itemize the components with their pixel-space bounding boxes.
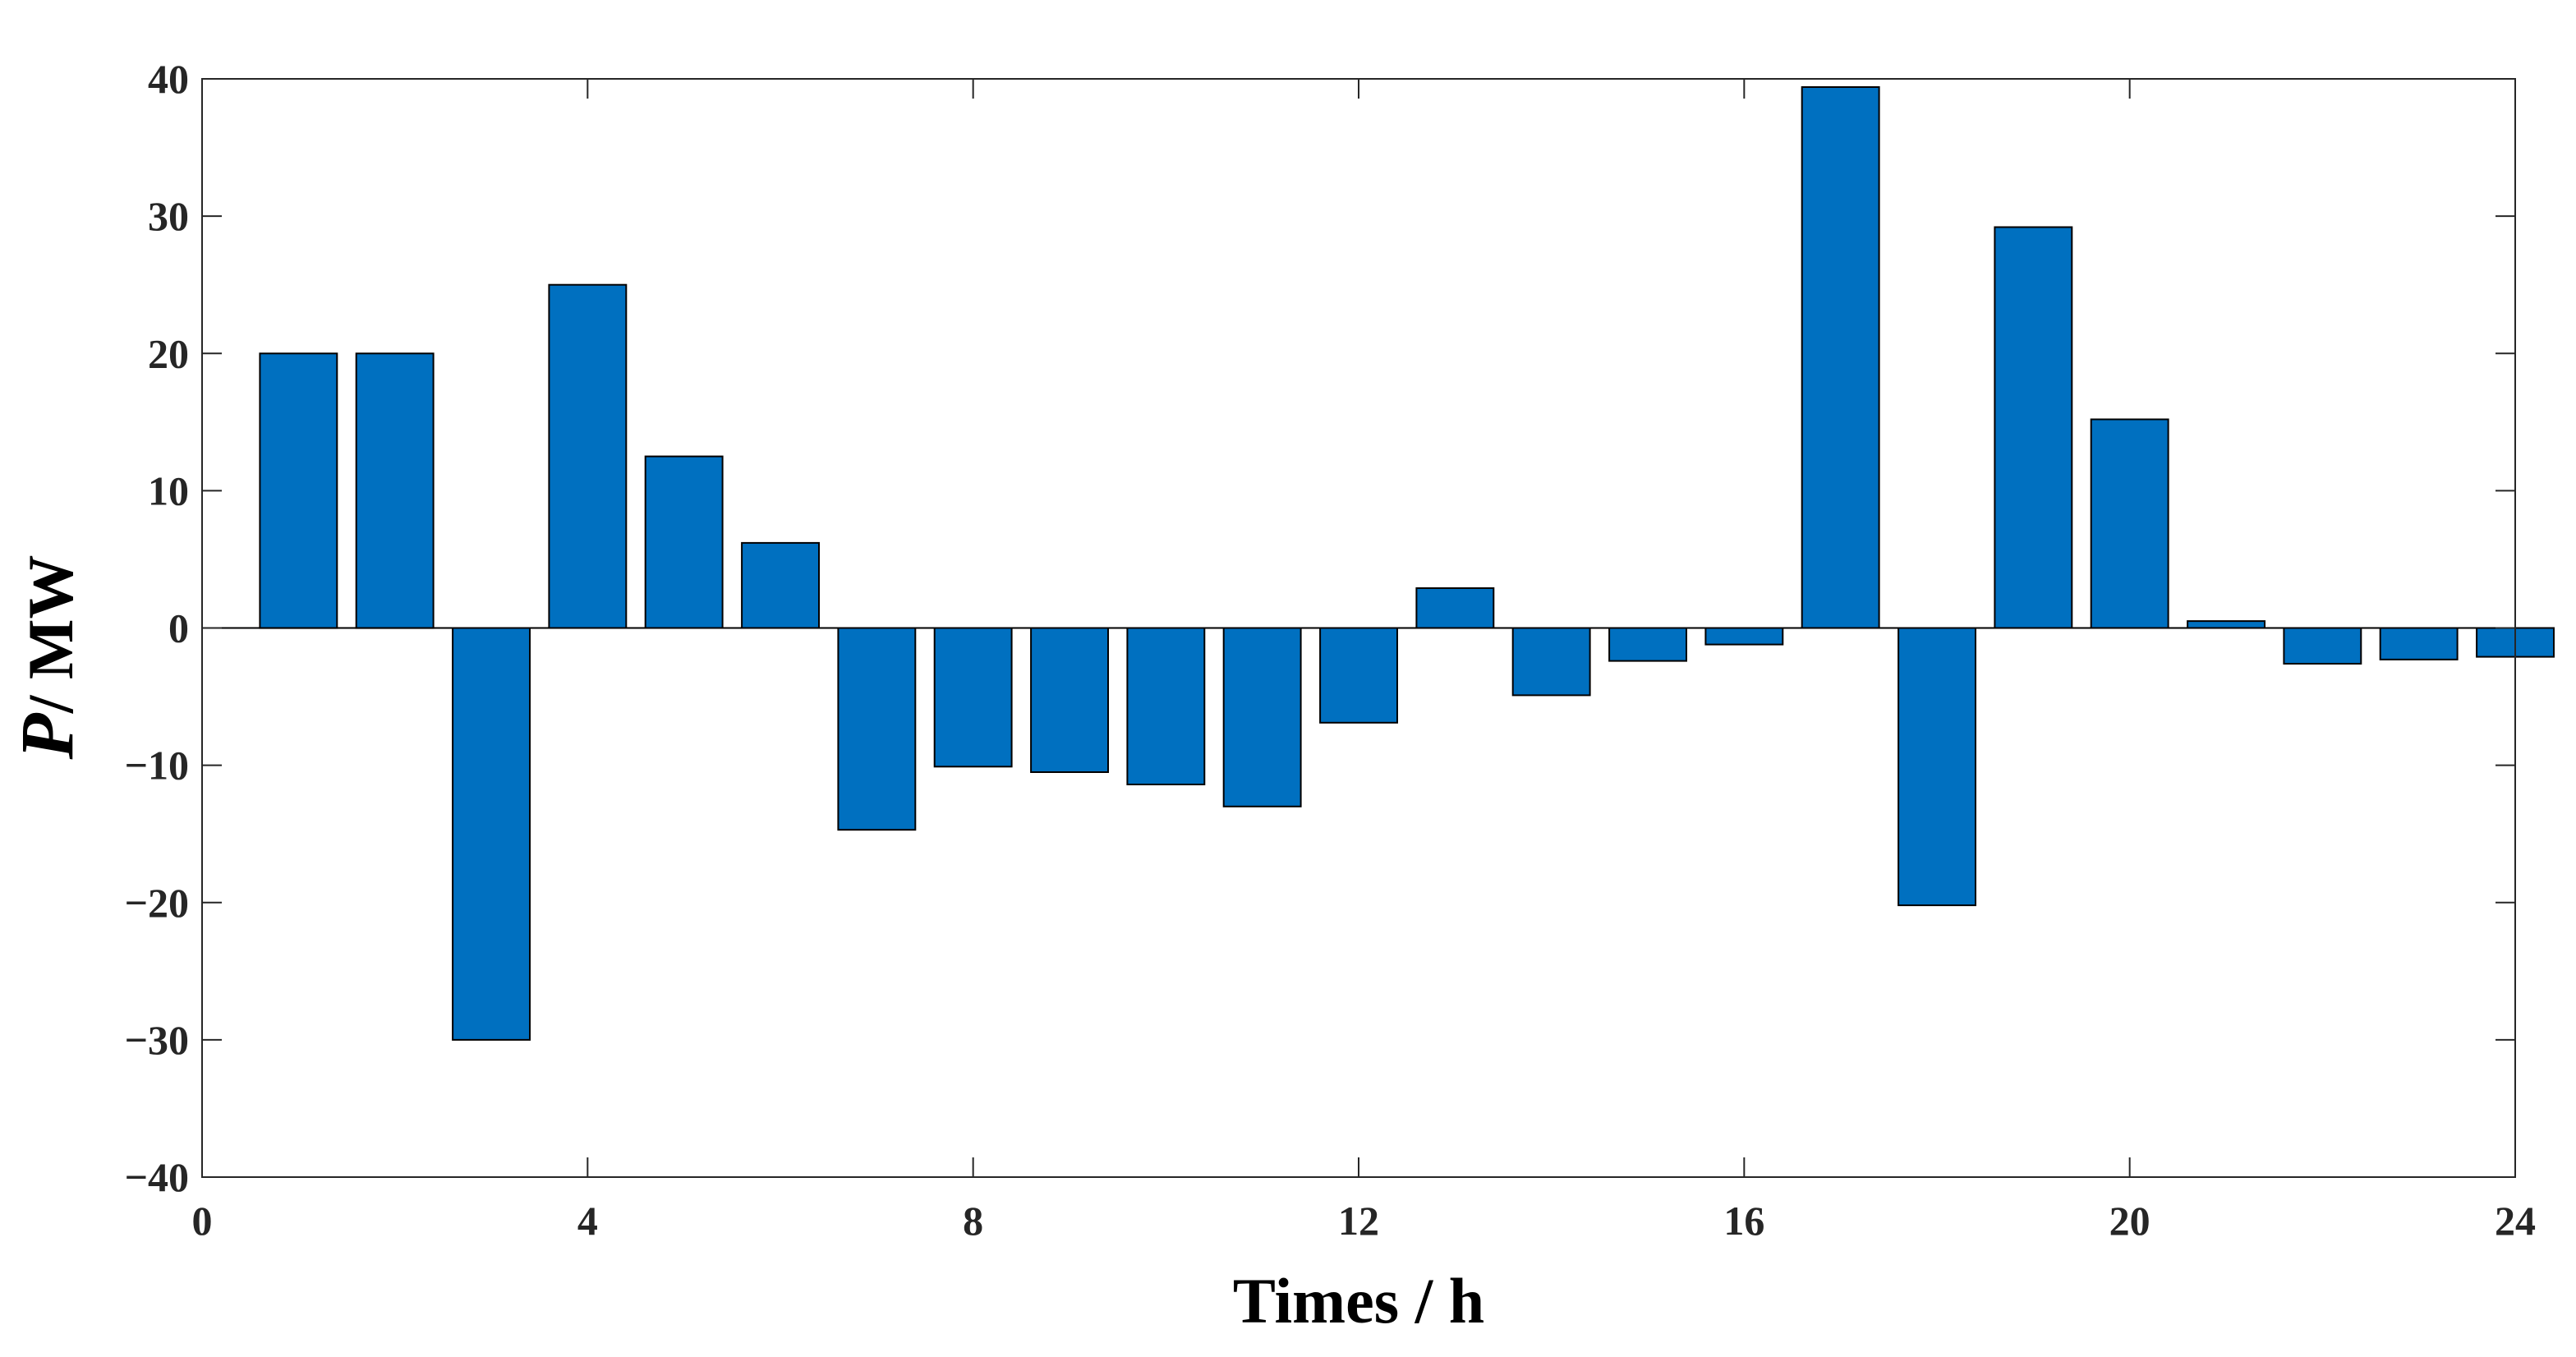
x-tick-label: 16 (1723, 1198, 1764, 1244)
x-tick-label: 24 (2495, 1198, 2536, 1244)
bar-hour-19 (1994, 226, 2073, 629)
plot-frame (201, 78, 2516, 1178)
bar-hour-5 (644, 455, 724, 629)
y-tick-label: 40 (148, 56, 189, 102)
bar-hour-10 (1126, 627, 1206, 785)
bar-hour-22 (2283, 627, 2362, 665)
bars-group (259, 86, 2555, 1041)
y-tick-label: −30 (125, 1017, 190, 1063)
bar-hour-12 (1319, 627, 1398, 724)
x-tick-label: 0 (192, 1198, 213, 1244)
x-tick-label: 8 (963, 1198, 983, 1244)
y-tick-label: 10 (148, 467, 189, 513)
bar-hour-7 (837, 627, 917, 831)
bar-hour-18 (1898, 627, 1977, 907)
bar-hour-8 (933, 627, 1013, 768)
bar-hour-11 (1222, 627, 1302, 807)
x-axis-label: Times / h (1233, 1265, 1484, 1336)
y-axis-label: P/ MW (5, 555, 89, 761)
bar-hour-17 (1801, 86, 1880, 629)
x-tick-label: 12 (1338, 1198, 1379, 1244)
y-tick-label: 20 (148, 330, 189, 376)
bar-hour-23 (2379, 627, 2459, 660)
bar-hour-16 (1704, 627, 1784, 646)
bar-hour-3 (452, 627, 531, 1041)
y-tick-label: −10 (125, 743, 190, 789)
y-tick-label: −40 (125, 1154, 190, 1200)
bar-hour-1 (259, 352, 338, 629)
y-tick-label: −20 (125, 880, 190, 926)
y-tick-labels: −40 −30 −20 −10 0 10 20 30 40 (125, 56, 190, 1200)
bar-hour-13 (1415, 587, 1495, 629)
bar-hour-4 (548, 283, 628, 629)
y-tick-label: 30 (148, 193, 189, 239)
y-axis-label-variable: P (5, 713, 89, 761)
y-axis-label-unit: / MW (15, 555, 86, 715)
y-tick-label: 0 (168, 605, 189, 651)
bar-hour-15 (1608, 627, 1687, 662)
bar-hour-6 (741, 541, 820, 629)
bar-hour-20 (2090, 418, 2169, 629)
bar-hour-14 (1511, 627, 1591, 697)
x-tick-label: 4 (577, 1198, 598, 1244)
x-tick-label: 20 (2109, 1198, 2150, 1244)
bar-hour-21 (2187, 620, 2266, 629)
x-tick-labels: 0 4 8 12 16 20 24 (192, 1198, 2537, 1244)
bar-hour-9 (1030, 627, 1109, 773)
bar-hour-2 (355, 352, 435, 629)
